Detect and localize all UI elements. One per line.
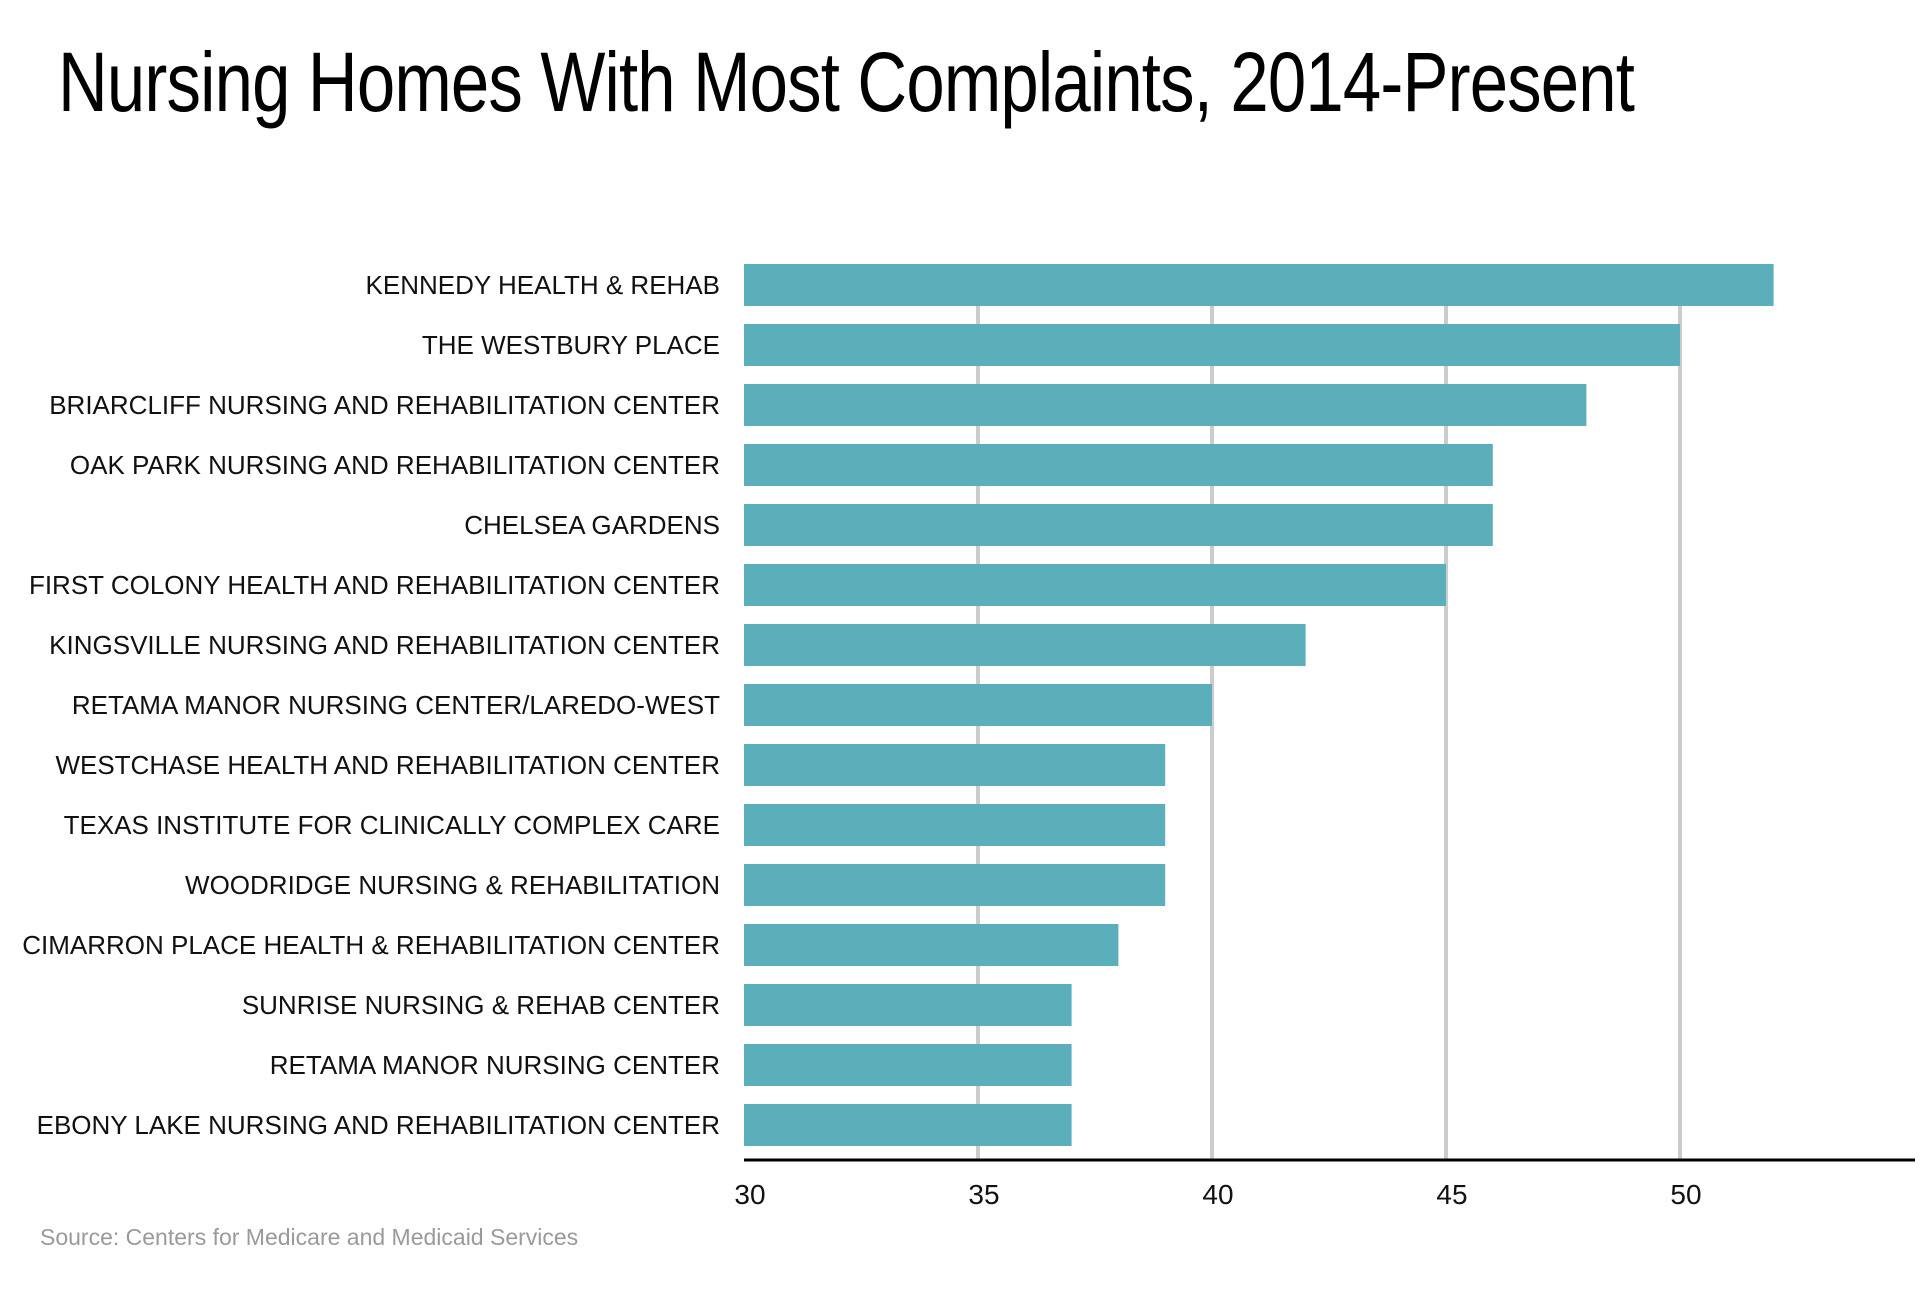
x-tick-50: 50 <box>1670 1179 1701 1210</box>
bar-4 <box>744 444 1493 486</box>
bar-11 <box>744 864 1166 906</box>
category-labels: KENNEDY HEALTH & REHAB THE WESTBURY PLACE… <box>22 270 720 1140</box>
bar-12 <box>744 924 1119 966</box>
x-tick-35: 35 <box>968 1179 999 1210</box>
category-label-8: RETAMA MANOR NURSING CENTER/LAREDO-WEST <box>72 690 720 720</box>
bar-8 <box>744 684 1212 726</box>
category-label-15: EBONY LAKE NURSING AND REHABILITATION CE… <box>37 1110 720 1140</box>
bar-9 <box>744 744 1166 786</box>
x-tick-30: 30 <box>734 1179 765 1210</box>
category-label-11: WOODRIDGE NURSING & REHABILITATION <box>185 870 720 900</box>
bar-5 <box>744 504 1493 546</box>
bar-15 <box>744 1104 1072 1146</box>
category-label-14: RETAMA MANOR NURSING CENTER <box>270 1050 720 1080</box>
bar-2 <box>744 324 1680 366</box>
category-label-2: THE WESTBURY PLACE <box>422 330 720 360</box>
x-tick-40: 40 <box>1202 1179 1233 1210</box>
category-label-3: BRIARCLIFF NURSING AND REHABILITATION CE… <box>49 390 720 420</box>
category-label-1: KENNEDY HEALTH & REHAB <box>366 270 720 300</box>
category-label-5: CHELSEA GARDENS <box>464 510 720 540</box>
category-label-7: KINGSVILLE NURSING AND REHABILITATION CE… <box>49 630 720 660</box>
category-label-4: OAK PARK NURSING AND REHABILITATION CENT… <box>70 450 720 480</box>
category-label-13: SUNRISE NURSING & REHAB CENTER <box>242 990 720 1020</box>
category-label-6: FIRST COLONY HEALTH AND REHABILITATION C… <box>29 570 720 600</box>
bar-3 <box>744 384 1587 426</box>
category-label-10: TEXAS INSTITUTE FOR CLINICALLY COMPLEX C… <box>64 810 720 840</box>
bar-13 <box>744 984 1072 1026</box>
bar-1 <box>744 264 1774 306</box>
bar-14 <box>744 1044 1072 1086</box>
bar-6 <box>744 564 1446 606</box>
chart-title: Nursing Homes With Most Complaints, 2014… <box>58 35 1635 129</box>
category-label-9: WESTCHASE HEALTH AND REHABILITATION CENT… <box>55 750 720 780</box>
source-note: Source: Centers for Medicare and Medicai… <box>40 1224 579 1250</box>
x-tick-45: 45 <box>1436 1179 1467 1210</box>
bars <box>744 264 1774 1146</box>
bar-10 <box>744 804 1166 846</box>
bar-7 <box>744 624 1306 666</box>
category-label-12: CIMARRON PLACE HEALTH & REHABILITATION C… <box>22 930 720 960</box>
x-tick-labels: 30 35 40 45 50 <box>734 1179 1701 1210</box>
